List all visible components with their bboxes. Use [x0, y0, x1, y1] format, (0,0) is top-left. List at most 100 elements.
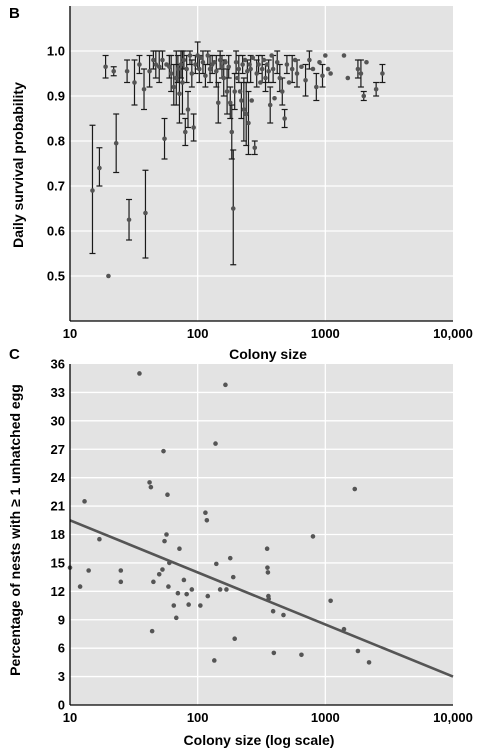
panel-b-data-point — [90, 188, 95, 193]
panel-b-data-point — [286, 80, 292, 85]
panel-b-data-point — [171, 84, 177, 90]
panel-c-data-point — [156, 571, 162, 577]
regression-line — [69, 519, 454, 678]
panel-c-data-point — [217, 587, 223, 592]
panel-c-data-point — [264, 546, 270, 552]
panel-c-data-point — [214, 561, 219, 567]
panel-b-data-point — [317, 59, 322, 65]
panel-b-data-point — [214, 68, 219, 74]
panel-c-data-point — [265, 570, 271, 575]
panel-b-data-point — [269, 53, 274, 58]
panel-c-y-tick-label: 18 — [51, 527, 65, 542]
panel-b-data-point — [364, 59, 369, 65]
panel-b-data-point — [314, 84, 319, 90]
panel-b-data-point — [294, 71, 300, 76]
panel-c-data-point — [181, 577, 187, 583]
panel-b-data-point — [168, 71, 174, 76]
panel-b-data-point — [193, 62, 198, 67]
panel-c-data-point — [160, 567, 165, 572]
panel-b-x-tick-label: 10 — [63, 326, 77, 341]
panel-b-data-point — [292, 57, 298, 63]
panel-b-data-point — [223, 59, 228, 65]
panel-b-data-point — [212, 59, 217, 65]
panel-b-data-point — [203, 73, 208, 79]
panel-b-data-point — [124, 68, 130, 74]
panel-b-letter: B — [9, 5, 20, 22]
panel-c-data-point — [149, 628, 155, 634]
panel-b-data-point — [252, 145, 258, 151]
panel-c-y-tick-label: 21 — [51, 499, 65, 514]
panel-c-data-point — [164, 532, 169, 537]
panel-b-y-tick-label: 0.5 — [47, 269, 65, 284]
panel-b-data-point — [299, 64, 304, 70]
panel-c-data-point — [137, 371, 142, 376]
panel-b-data-point — [197, 66, 202, 72]
panel-b-data-point — [236, 66, 242, 72]
panel-b-data-point — [246, 120, 251, 126]
panel-b-data-point — [241, 107, 247, 112]
panel-b-data-point — [249, 98, 255, 103]
panel-c-data-point — [270, 608, 276, 614]
panel-b-x-tick-label: 100 — [187, 326, 209, 341]
panel-b-data-point — [266, 68, 271, 74]
panel-b-data-point — [185, 107, 191, 112]
panel-c-data-point — [223, 382, 228, 388]
panel-b-data-point — [328, 71, 333, 76]
panel-b-x-tick-label: 1000 — [311, 326, 340, 341]
panel-b-data-point — [272, 95, 277, 101]
panel-b-data-point — [289, 66, 295, 72]
panel-c-data-point — [271, 650, 277, 656]
panel-b-data-point — [274, 59, 280, 65]
panel-b-data-point — [198, 55, 204, 61]
panel-b-data-point — [215, 100, 221, 106]
panel-c: C 10 100 1000 10,0000369121518212427303336 … — [7, 346, 473, 748]
panel-b-data-point — [187, 53, 193, 58]
panel-c-data-point — [177, 546, 182, 552]
panel-c-data-point — [265, 565, 270, 570]
panel-b-data-point — [355, 66, 361, 72]
panel-c-data-point — [82, 499, 87, 504]
panel-b-data-point — [111, 68, 117, 74]
panel-b-data-point — [167, 64, 172, 70]
panel-b-data-point — [320, 73, 325, 79]
panel-b-data-point — [97, 165, 102, 171]
panel-c-data-point — [341, 626, 347, 632]
panel-b-data-point — [184, 66, 189, 72]
panel-b-data-point — [250, 55, 256, 61]
panel-b-data-point — [180, 80, 185, 85]
panel-b-data-point — [243, 111, 249, 117]
panel-c-data-point — [230, 574, 236, 580]
panel-b-data-point — [263, 75, 268, 81]
panel-b-data-point — [156, 64, 162, 70]
panel-b-data-point — [224, 89, 230, 94]
panel-c-data-point — [352, 486, 358, 492]
panel-b-data-point — [132, 80, 137, 85]
panel-c-data-point — [366, 660, 372, 665]
panel-b-data-point — [181, 57, 187, 63]
panel-c-data-point — [118, 579, 124, 585]
panel-b-data-point — [113, 140, 119, 146]
panel-b-data-point — [227, 100, 233, 106]
panel-b-data-point — [258, 80, 263, 85]
panel-c-data-point — [171, 603, 177, 608]
panel-c-data-point — [212, 658, 217, 663]
panel-b-axes — [69, 6, 453, 322]
panel-b-data-point — [240, 62, 245, 67]
panel-b-grid — [70, 6, 453, 321]
panel-b-data-point — [232, 89, 237, 94]
panel-b-data-point — [261, 57, 267, 63]
panel-b-data-point — [151, 57, 156, 63]
panel-c-data-point — [198, 603, 203, 608]
panel-b-data-point — [323, 53, 328, 58]
panel-b-data-point — [310, 66, 316, 72]
panel-c-data-point — [165, 492, 170, 498]
panel-b-data-point — [259, 66, 265, 72]
panel-c-data-point — [162, 538, 167, 544]
panel-c-y-tick-label: 24 — [51, 470, 66, 485]
panel-c-data-point — [175, 590, 181, 596]
panel-b-y-tick-label: 0.7 — [47, 179, 65, 194]
panel-b-data-point — [237, 89, 243, 94]
panel-b-data-point — [160, 57, 165, 63]
panel-b: B 10 100 1000 10,000 0.5 0.6 0.7 0.8 0.9 1.0 Colo… — [9, 5, 473, 362]
panel-c-x-axis-label: Colony size (log scale) — [184, 732, 335, 748]
